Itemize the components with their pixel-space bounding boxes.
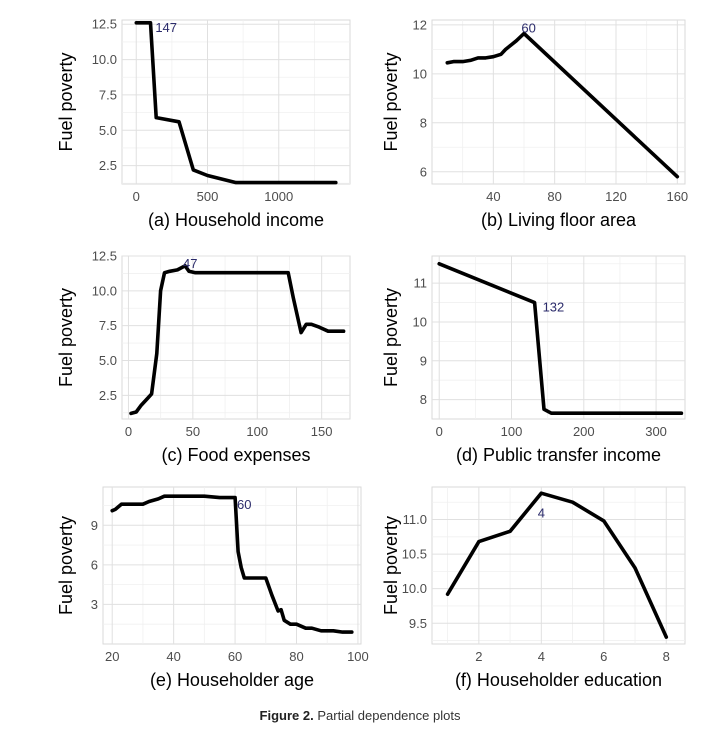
x-tick-label: 0 (125, 424, 132, 439)
y-tick-label: 12.5 (92, 17, 117, 32)
x-tick-label: 100 (347, 649, 369, 664)
y-tick-label: 2.5 (99, 158, 117, 173)
panel-b: 40 80 120 160 6 8 10 12 60 (b) Living floor area F… (381, 17, 688, 230)
x-tick-label: 500 (197, 189, 219, 204)
y-tick-label: 8 (420, 115, 427, 130)
data-line-f (445, 491, 669, 639)
x-axis-label-f: (f) Householder education (455, 670, 662, 690)
data-line-d (437, 261, 684, 416)
y-tick-label: 10.0 (402, 581, 427, 596)
caption-label: Figure 2. (259, 708, 314, 723)
y-tick-label: 10.0 (92, 283, 117, 298)
y-axis-label-a: Fuel poverty (56, 52, 76, 151)
x-tick-label: 80 (547, 189, 561, 204)
y-tick-label: 6 (420, 164, 427, 179)
panel-c: 0 50 100 150 2.5 5.0 7.5 10.0 12.5 47 (c) Food exp… (56, 249, 351, 465)
x-tick-label: 200 (573, 424, 595, 439)
y-tick-label: 8 (420, 392, 427, 407)
x-tick-label: 100 (501, 424, 523, 439)
y-axis-label-e: Fuel poverty (56, 516, 76, 615)
x-tick-label: 120 (605, 189, 627, 204)
x-tick-label: 0 (436, 424, 443, 439)
x-tick-label: 4 (538, 649, 545, 664)
annotation-e: 60 (237, 497, 251, 512)
data-line-a (134, 20, 338, 185)
y-tick-label: 9 (420, 353, 427, 368)
x-tick-label: 60 (228, 649, 242, 664)
caption-text: Partial dependence plots (317, 708, 461, 723)
annotation-f: 4 (538, 506, 545, 521)
plot-area-a (121, 19, 351, 185)
y-tick-label: 7.5 (99, 318, 117, 333)
x-tick-label: 40 (486, 189, 500, 204)
x-tick-label: 2 (475, 649, 482, 664)
plot-area-f (431, 486, 686, 645)
data-line-e (110, 494, 354, 634)
panel-f: 2 4 6 8 9.5 10.0 10.5 11.0 4 (f) Householder educ… (381, 486, 686, 690)
x-tick-label: 6 (600, 649, 607, 664)
x-tick-label: 300 (645, 424, 667, 439)
y-tick-label: 7.5 (99, 87, 117, 102)
annotation-a: 147 (155, 20, 177, 35)
plot-area-e (102, 486, 362, 645)
x-axis-label-e: (e) Householder age (150, 670, 314, 690)
y-tick-label: 3 (91, 597, 98, 612)
x-tick-label: 0 (133, 189, 140, 204)
y-tick-label: 5.0 (99, 353, 117, 368)
x-tick-label: 1000 (264, 189, 293, 204)
y-tick-label: 6 (91, 557, 98, 572)
panel-d: 0 100 200 300 8 9 10 11 132 (d) Public transfer i… (381, 255, 686, 465)
y-axis-label-c: Fuel poverty (56, 288, 76, 387)
plot-area-c (121, 255, 351, 420)
y-tick-label: 12.5 (92, 249, 117, 264)
y-tick-label: 10.5 (402, 547, 427, 562)
data-line-c (129, 263, 346, 416)
panel-a: 0 500 1000 2.5 5.0 7.5 10.0 12.5 147 (a) Househol… (56, 17, 351, 230)
y-tick-label: 2.5 (99, 388, 117, 403)
x-tick-label: 50 (186, 424, 200, 439)
y-axis-label-f: Fuel poverty (381, 516, 401, 615)
y-tick-label: 5.0 (99, 123, 117, 138)
y-axis-label-b: Fuel poverty (381, 52, 401, 151)
x-tick-label: 20 (105, 649, 119, 664)
x-tick-label: 40 (166, 649, 180, 664)
x-tick-label: 8 (663, 649, 670, 664)
y-axis-label-d: Fuel poverty (381, 288, 401, 387)
plot-area-d (431, 255, 686, 420)
panel-e: 20 40 60 80 100 3 6 9 60 (e) Householder age Fuel … (56, 486, 369, 690)
y-tick-label: 11.0 (403, 512, 427, 527)
y-tick-label: 9 (91, 518, 98, 533)
x-axis-label-d: (d) Public transfer income (456, 445, 661, 465)
y-tick-label: 12 (413, 17, 427, 32)
annotation-c: 47 (183, 256, 197, 271)
x-tick-label: 150 (311, 424, 333, 439)
plot-area-b (431, 19, 686, 185)
y-tick-label: 10 (413, 66, 427, 81)
x-tick-label: 80 (289, 649, 303, 664)
x-axis-label-a: (a) Household income (148, 210, 324, 230)
y-tick-label: 11 (414, 276, 428, 291)
figure-caption: Figure 2. Partial dependence plots (0, 708, 720, 723)
y-tick-label: 10 (413, 314, 427, 329)
annotation-d: 132 (543, 299, 565, 314)
y-tick-label: 9.5 (409, 616, 427, 631)
data-line-b (445, 31, 680, 179)
x-tick-label: 100 (246, 424, 268, 439)
x-tick-label: 160 (666, 189, 688, 204)
y-tick-label: 10.0 (92, 52, 117, 67)
annotation-b: 60 (521, 20, 535, 35)
x-axis-label-b: (b) Living floor area (481, 210, 637, 230)
x-axis-label-c: (c) Food expenses (161, 445, 310, 465)
